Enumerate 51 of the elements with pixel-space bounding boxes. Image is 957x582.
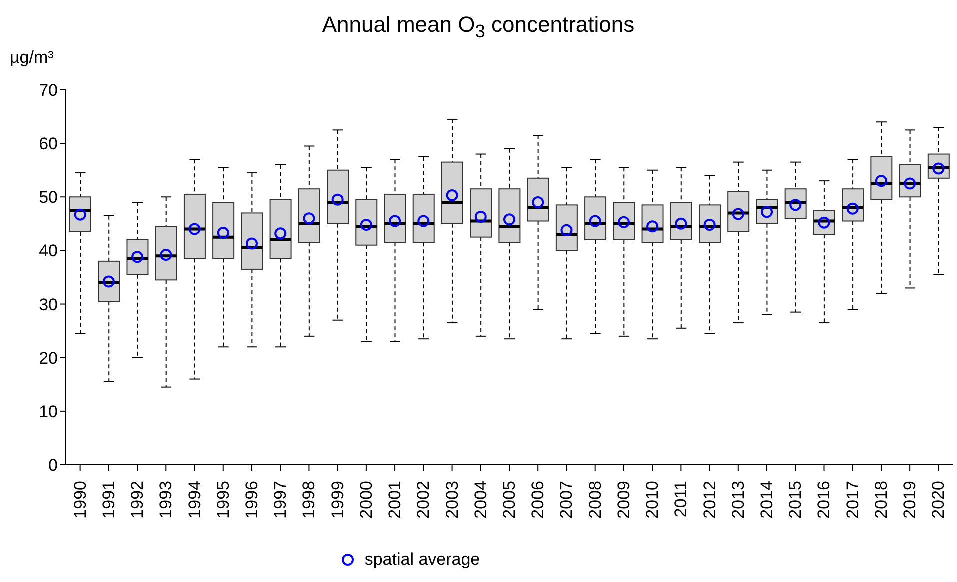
x-tick-label: 2009 xyxy=(614,481,634,519)
point xyxy=(504,214,516,226)
x-tick-label: 2018 xyxy=(872,481,891,519)
x-tick-label: 2003 xyxy=(442,481,462,519)
x-tick-label: 2015 xyxy=(786,481,806,519)
x-tick-label: 2020 xyxy=(929,481,948,519)
x-tick-label: 2011 xyxy=(672,481,691,518)
x-tick-label: 1998 xyxy=(300,481,319,519)
y-tick-label: 30 xyxy=(39,295,58,314)
x-tick-label: 2000 xyxy=(356,481,376,519)
x-tick-label: 1997 xyxy=(271,481,290,519)
x-tick-label: 2016 xyxy=(814,481,834,519)
x-tick-label: 1996 xyxy=(242,481,262,519)
x-tick-label: 2005 xyxy=(500,481,519,519)
x-tick-label: 2002 xyxy=(414,481,434,519)
x-tick-label: 1992 xyxy=(128,481,148,519)
x-tick-label: 1991 xyxy=(99,481,118,519)
x-tick-label: 2006 xyxy=(528,481,548,519)
x-tick-label: 2017 xyxy=(843,481,862,519)
y-tick-label: 10 xyxy=(39,402,58,422)
y-tick-label: 60 xyxy=(39,134,58,154)
y-tick-label: 20 xyxy=(39,348,58,368)
x-tick-label: 1994 xyxy=(185,481,204,519)
point xyxy=(446,190,458,202)
chart-title: Annual mean O$_{3}$ concentrations xyxy=(321,12,636,42)
point xyxy=(217,227,230,240)
x-tick-label: 1999 xyxy=(328,481,348,519)
x-tick-label: 2019 xyxy=(900,481,920,519)
point xyxy=(246,238,258,250)
y-axis-title: µg/m³ xyxy=(10,48,54,68)
x-tick-label: 2012 xyxy=(700,481,720,519)
point xyxy=(332,194,344,206)
x-tick-label: 2013 xyxy=(728,481,748,519)
x-tick-label: 2010 xyxy=(643,481,662,519)
point xyxy=(160,249,172,261)
y-tick-label: 40 xyxy=(39,242,58,261)
x-tick-label: 1995 xyxy=(214,481,233,519)
y-tick-label: 0 xyxy=(48,456,58,476)
x-tick-label: 1993 xyxy=(156,481,176,519)
point xyxy=(188,223,201,236)
y-tick-label: 70 xyxy=(39,81,58,100)
x-tick-label: 2001 xyxy=(386,481,405,519)
x-tick-label: 2007 xyxy=(557,481,576,519)
legend-label: spatial average xyxy=(364,550,480,570)
point xyxy=(274,228,287,240)
x-tick-label: 2014 xyxy=(758,481,777,519)
y-tick-label: 50 xyxy=(39,188,58,208)
x-tick-label: 1990 xyxy=(70,481,90,519)
x-tick-label: 2004 xyxy=(471,481,490,519)
x-tick-label: 2008 xyxy=(586,481,605,519)
point xyxy=(303,212,316,225)
